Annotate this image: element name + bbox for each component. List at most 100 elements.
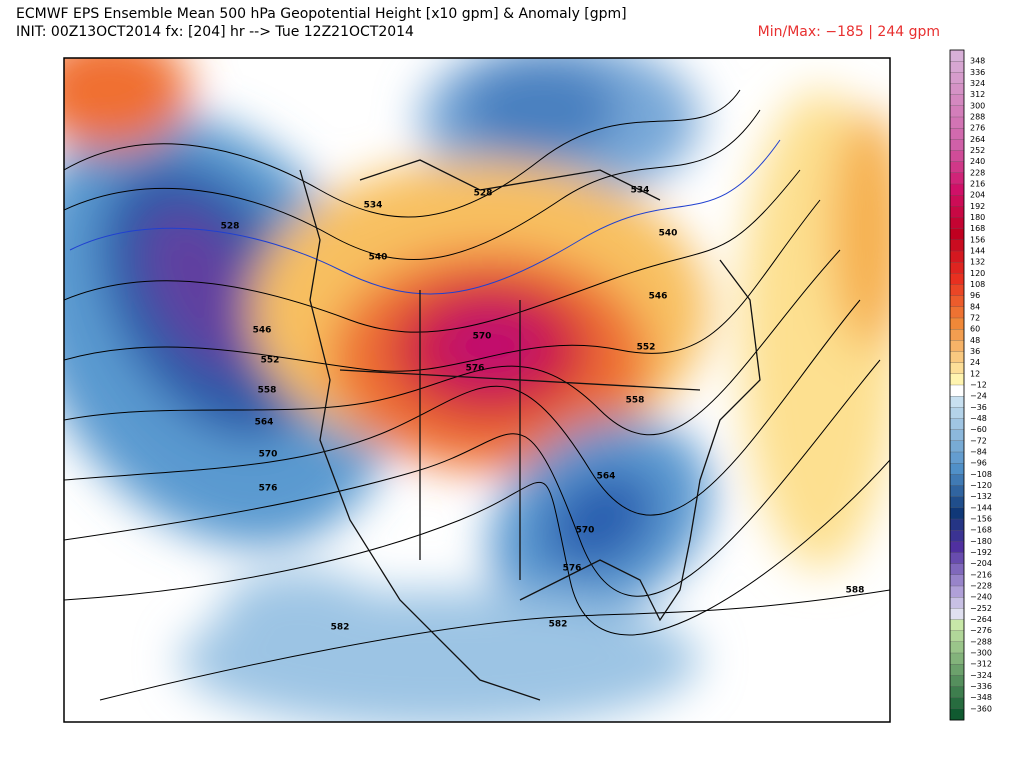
colorbar-label: −60 xyxy=(970,425,987,434)
colorbar-label: −192 xyxy=(970,548,992,557)
colorbar-swatch xyxy=(949,217,965,230)
colorbar-label: −348 xyxy=(970,693,992,702)
colorbar: 348 336 324 312 300 288 276 264 252 240 228 216 204 1… xyxy=(949,49,992,721)
colorbar-label: 348 xyxy=(970,57,985,66)
colorbar-label: −168 xyxy=(970,526,992,535)
colorbar-swatch xyxy=(949,541,965,553)
contour-label: 576 xyxy=(563,564,582,574)
colorbar-label: −24 xyxy=(970,392,987,401)
colorbar-swatch xyxy=(949,463,965,475)
colorbar-label: 48 xyxy=(970,336,980,345)
contour-label: 540 xyxy=(659,229,678,239)
colorbar-swatch xyxy=(949,652,965,665)
colorbar-label: −240 xyxy=(970,593,992,602)
colorbar-swatch xyxy=(949,563,965,576)
contour-label: 588 xyxy=(846,586,865,596)
colorbar-swatch xyxy=(949,396,965,408)
colorbar-label: 192 xyxy=(970,202,985,211)
colorbar-swatch xyxy=(949,552,965,565)
init-line: INIT: 00Z13OCT2014 fx: [204] hr --> Tue … xyxy=(16,24,414,40)
colorbar-swatch xyxy=(949,295,965,308)
colorbar-swatch xyxy=(949,105,965,118)
colorbar-swatch xyxy=(949,284,965,297)
contour-label: 582 xyxy=(549,620,568,630)
colorbar-swatch xyxy=(949,128,965,140)
colorbar-swatch xyxy=(949,585,965,598)
colorbar-swatch xyxy=(949,507,965,520)
contour-label: 558 xyxy=(258,386,277,396)
colorbar-frame xyxy=(949,49,965,721)
min-max: Min/Max: −185 | 244 gpm xyxy=(758,24,940,40)
colorbar-label: 120 xyxy=(970,269,985,278)
contour-label: 534 xyxy=(364,201,383,211)
colorbar-swatch xyxy=(949,384,965,397)
contour-label: 552 xyxy=(637,343,656,353)
colorbar-label: 276 xyxy=(970,124,985,133)
colorbar-label: −12 xyxy=(970,381,987,390)
contour-label: 570 xyxy=(576,526,595,536)
colorbar-label: −312 xyxy=(970,660,992,669)
contour-label: 558 xyxy=(626,396,645,406)
colorbar-swatch xyxy=(949,139,965,151)
colorbar-swatch xyxy=(949,206,965,218)
colorbar-label: −108 xyxy=(970,470,992,479)
colorbar-swatch xyxy=(949,485,965,498)
colorbar-label: 84 xyxy=(970,302,980,311)
colorbar-swatch xyxy=(949,686,965,699)
colorbar-swatch xyxy=(949,440,965,453)
colorbar-swatch xyxy=(949,407,965,419)
colorbar-label: −276 xyxy=(970,626,992,635)
colorbar-swatch xyxy=(949,340,965,352)
colorbar-label: −72 xyxy=(970,436,987,445)
contour-label: 552 xyxy=(261,356,280,366)
colorbar-swatch xyxy=(949,250,965,263)
colorbar-label: 252 xyxy=(970,146,985,155)
colorbar-label: −204 xyxy=(970,559,992,568)
contour-label: 576 xyxy=(259,484,278,494)
contour-label: 564 xyxy=(597,472,616,482)
colorbar-swatch xyxy=(949,306,965,319)
colorbar-swatch xyxy=(949,608,965,620)
colorbar-label: 132 xyxy=(970,258,985,267)
colorbar-label: −300 xyxy=(970,649,992,658)
colorbar-label: 72 xyxy=(970,314,980,323)
colorbar-swatch xyxy=(949,429,965,442)
colorbar-label: 300 xyxy=(970,101,985,110)
colorbar-swatch xyxy=(949,228,965,241)
colorbar-label: −36 xyxy=(970,403,987,412)
colorbar-label: 216 xyxy=(970,180,985,189)
colorbar-swatch xyxy=(949,574,965,587)
colorbar-swatch xyxy=(949,451,965,464)
colorbar-swatch xyxy=(949,697,965,710)
colorbar-swatch xyxy=(949,161,965,174)
colorbar-label: 144 xyxy=(970,247,985,256)
colorbar-swatch xyxy=(949,530,965,542)
colorbar-label: 240 xyxy=(970,157,985,166)
colorbar-label: 264 xyxy=(970,135,985,144)
colorbar-swatch xyxy=(949,418,965,431)
colorbar-swatch xyxy=(949,630,965,643)
colorbar-label: 24 xyxy=(970,358,980,367)
colorbar-swatch xyxy=(949,317,965,330)
colorbar-label: 312 xyxy=(970,90,985,99)
colorbar-label: −144 xyxy=(970,503,992,512)
colorbar-swatch xyxy=(949,664,965,676)
contour-label: 576 xyxy=(466,364,485,374)
colorbar-swatch xyxy=(949,329,965,341)
colorbar-swatch xyxy=(949,262,965,274)
colorbar-label: 12 xyxy=(970,369,980,378)
contour-label: 564 xyxy=(255,418,274,428)
colorbar-label: −120 xyxy=(970,481,992,490)
colorbar-label: −264 xyxy=(970,615,992,624)
contour-label: 546 xyxy=(253,326,272,336)
title: ECMWF EPS Ensemble Mean 500 hPa Geopoten… xyxy=(16,6,627,22)
colorbar-label: −216 xyxy=(970,570,992,579)
colorbar-label: 288 xyxy=(970,113,985,122)
colorbar-label: 204 xyxy=(970,191,985,200)
colorbar-swatch xyxy=(949,474,965,486)
colorbar-label: 228 xyxy=(970,168,985,177)
colorbar-label: −96 xyxy=(970,459,987,468)
